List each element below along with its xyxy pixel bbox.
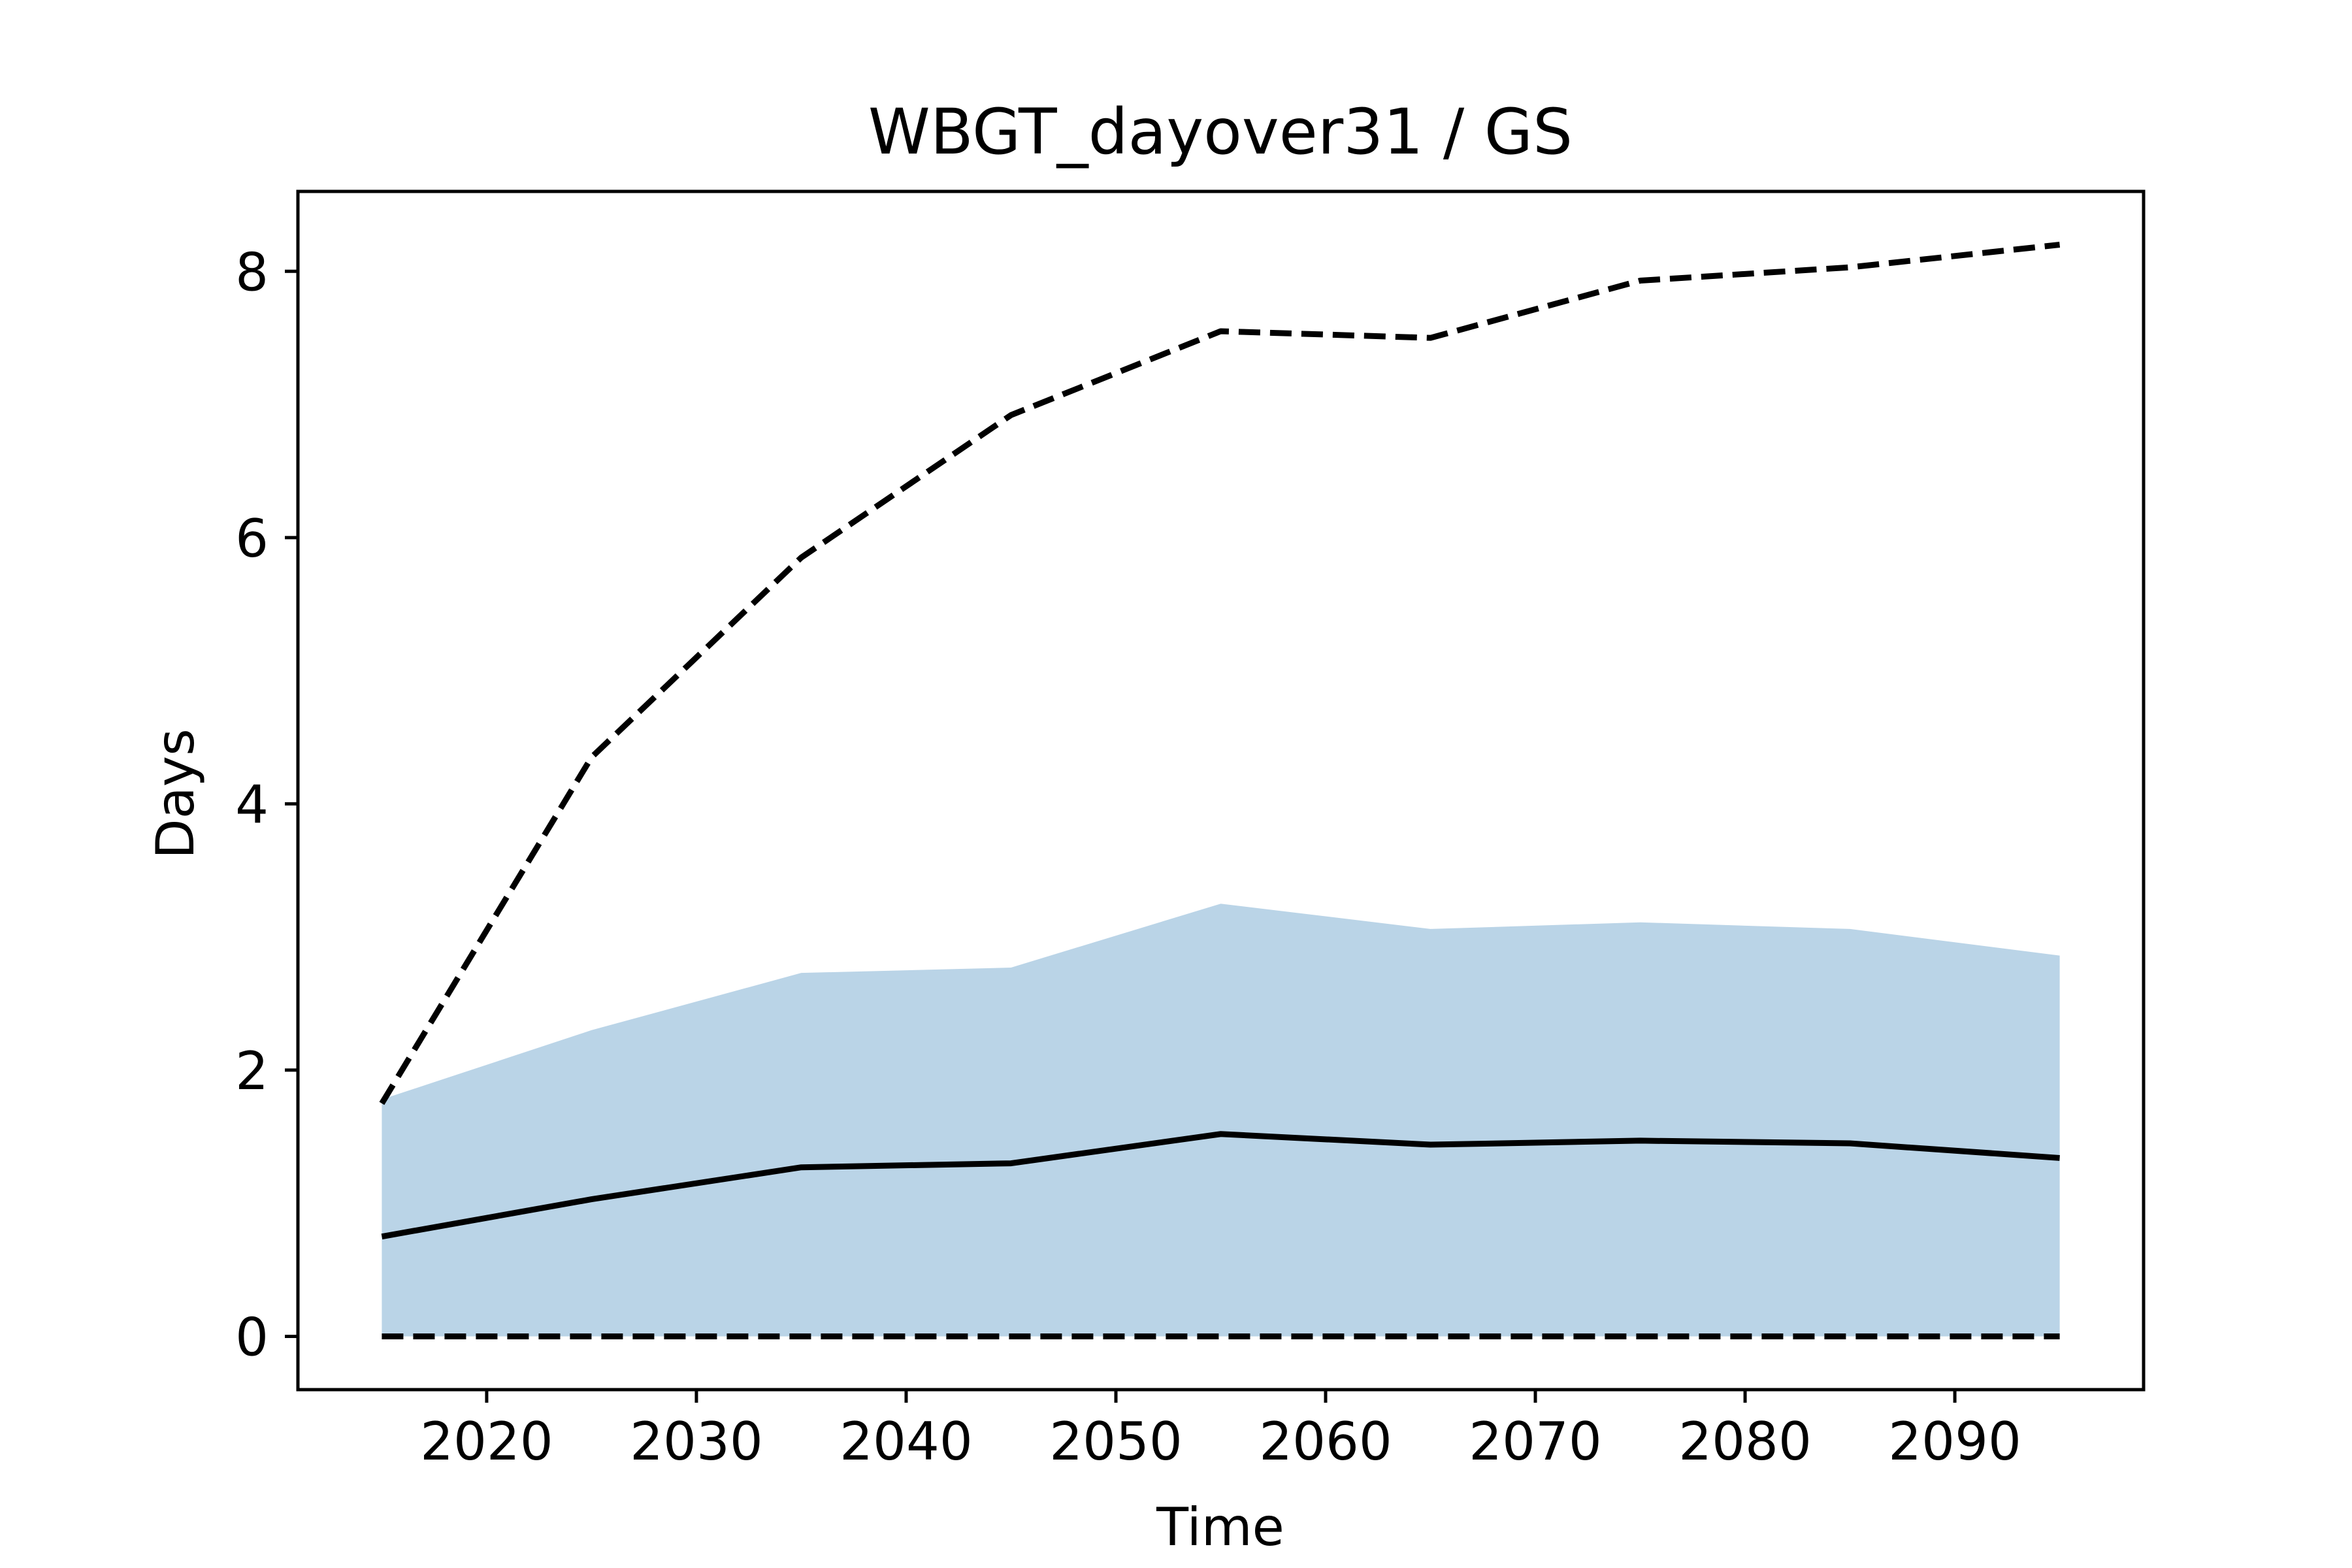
y-tick-label: 8: [235, 242, 269, 302]
plot-frame: [296, 189, 2146, 1392]
x-tick-label: 2090: [1888, 1411, 2021, 1472]
y-tick-label: 6: [235, 508, 269, 569]
x-tick-label: 2080: [1678, 1411, 1812, 1472]
y-axis: 0 2 4 6 8: [235, 242, 298, 1367]
y-tick-label: 4: [235, 774, 269, 835]
x-tick-label: 2060: [1259, 1411, 1392, 1472]
chart-title: WBGT_dayover31 / GS: [868, 95, 1573, 169]
x-axis: 2020 2030 2040 2050 2060 2070 2080 2090: [420, 1390, 2021, 1472]
x-tick-label: 2070: [1469, 1411, 1602, 1472]
y-tick-label: 0: [235, 1307, 269, 1367]
x-axis-title: Time: [1156, 1497, 1284, 1558]
series-line-upper: [379, 242, 2061, 1105]
y-axis-title: Days: [145, 728, 206, 859]
series-line-mean: [381, 1131, 2060, 1240]
x-tick-label: 2040: [840, 1411, 973, 1472]
y-tick-label: 2: [235, 1041, 269, 1102]
x-tick-label: 2050: [1049, 1411, 1183, 1472]
x-tick-label: 2020: [420, 1411, 553, 1472]
series-layer: [379, 242, 2061, 1339]
x-tick-label: 2030: [630, 1411, 763, 1472]
confidence-band: [382, 904, 2060, 1337]
band-layer: [382, 904, 2060, 1337]
